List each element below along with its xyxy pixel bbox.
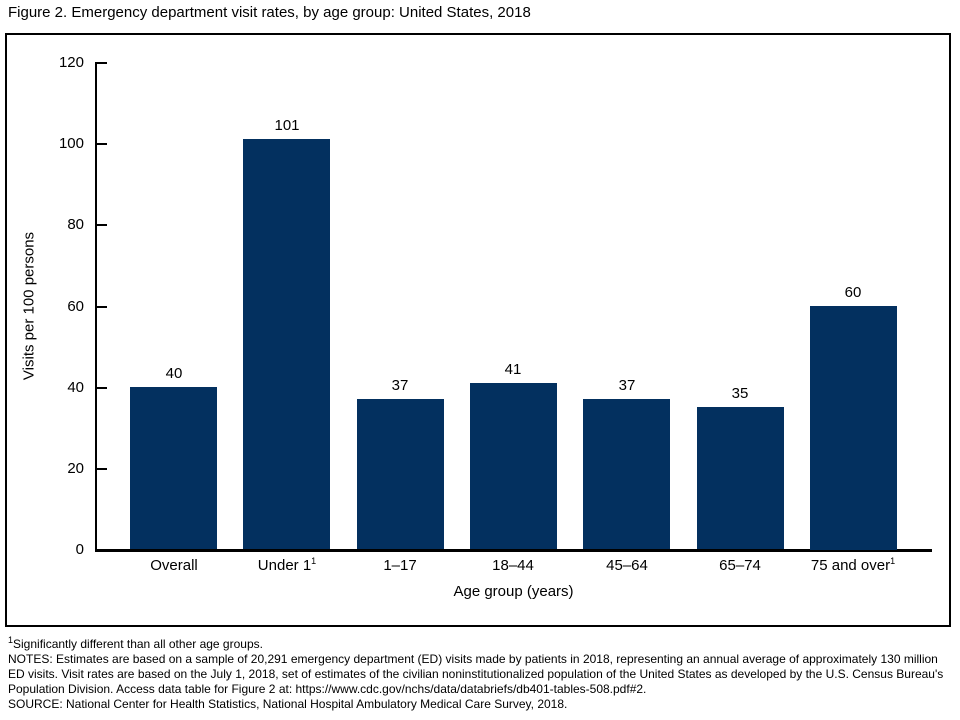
footnote-significance-text: Significantly different than all other a… — [13, 637, 263, 651]
y-tick-label: 100 — [58, 135, 84, 152]
bar-value-label: 101 — [274, 117, 300, 134]
x-category-label: 18–44 — [492, 557, 534, 574]
bar-value-label: 41 — [504, 361, 522, 378]
y-tick-label: 80 — [67, 216, 84, 233]
y-tick-mark — [95, 306, 107, 308]
y-tick-label: 0 — [75, 541, 84, 558]
x-category-label: 65–74 — [719, 557, 761, 574]
bar — [697, 407, 784, 549]
bar — [470, 383, 557, 549]
y-tick-mark — [95, 143, 107, 145]
footnotes: 1Significantly different than all other … — [8, 635, 954, 712]
footnote-significance: 1Significantly different than all other … — [8, 635, 954, 652]
bar-value-label: 40 — [165, 365, 183, 382]
bar-value-label: 35 — [731, 385, 749, 402]
y-tick-label: 60 — [67, 298, 84, 315]
x-category-label: Overall — [150, 557, 198, 574]
bar-value-label: 37 — [391, 377, 409, 394]
category-superscript: 1 — [311, 556, 317, 566]
footnote-source: SOURCE: National Center for Health Stati… — [8, 697, 568, 711]
x-category-label: 75 and over1 — [810, 556, 896, 575]
x-axis-title: Age group (years) — [453, 583, 574, 600]
x-category-label: 45–64 — [606, 557, 648, 574]
bar — [243, 139, 330, 549]
y-tick-label: 20 — [67, 460, 84, 477]
y-tick-mark — [95, 224, 107, 226]
x-category-label: Under 11 — [257, 556, 317, 575]
x-axis-line — [95, 549, 932, 552]
y-tick-mark — [95, 387, 107, 389]
bar — [130, 387, 217, 549]
bar-value-label: 60 — [844, 284, 862, 301]
y-tick-label: 40 — [67, 379, 84, 396]
x-category-label: 1–17 — [383, 557, 417, 574]
y-axis-title: Visits per 100 persons — [20, 231, 38, 381]
y-tick-mark — [95, 62, 107, 64]
footnote-superscript: 1 — [8, 635, 14, 645]
y-tick-mark — [95, 468, 107, 470]
y-tick-label: 120 — [58, 54, 84, 71]
bar-value-label: 37 — [618, 377, 636, 394]
footnote-notes: NOTES: Estimates are based on a sample o… — [8, 652, 944, 696]
bar — [810, 306, 897, 550]
figure-title: Figure 2. Emergency department visit rat… — [8, 4, 531, 21]
bar — [583, 399, 670, 549]
bar — [357, 399, 444, 549]
category-superscript: 1 — [890, 556, 896, 566]
